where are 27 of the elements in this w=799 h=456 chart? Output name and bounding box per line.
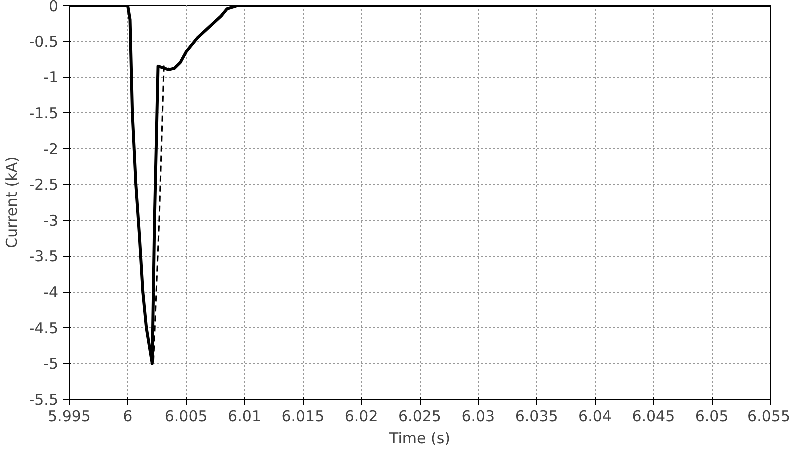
- x-tick-label: 6.025: [398, 408, 442, 426]
- y-tick-label: -0.5: [29, 32, 59, 51]
- x-tick-label: 6: [123, 408, 133, 426]
- x-tick-label: 6.055: [748, 408, 791, 426]
- y-tick-label: -4: [44, 284, 59, 302]
- y-tick-label: -3: [44, 212, 59, 230]
- y-tick-label: -2.5: [29, 176, 59, 194]
- x-tick-label: 6.05: [695, 408, 729, 426]
- y-tick-label: -1.5: [29, 104, 59, 122]
- y-axis-title: Current (kA): [3, 156, 22, 248]
- y-tick-label: -4.5: [29, 319, 59, 338]
- x-tick-label: 6.01: [228, 408, 262, 426]
- x-tick-label: 6.02: [344, 408, 378, 426]
- y-tick-label: -5: [44, 355, 59, 374]
- x-tick-label: 6.005: [164, 408, 208, 426]
- y-tick-label: -1: [44, 68, 59, 87]
- y-tick-label: -5.5: [29, 391, 59, 409]
- x-axis-title: Time (s): [388, 430, 450, 448]
- x-tick-label: 6.035: [515, 408, 558, 426]
- x-tick-label: 6.03: [462, 408, 496, 426]
- x-tick-label: 6.015: [282, 408, 325, 426]
- y-tick-label: 0: [48, 0, 59, 16]
- y-tick-label: -3.5: [29, 248, 59, 266]
- x-tick-label: 6.045: [632, 408, 676, 426]
- y-tick-label: -2: [44, 140, 59, 158]
- x-tick-label: 6.04: [578, 408, 612, 426]
- x-tick-label: 5.995: [48, 408, 91, 426]
